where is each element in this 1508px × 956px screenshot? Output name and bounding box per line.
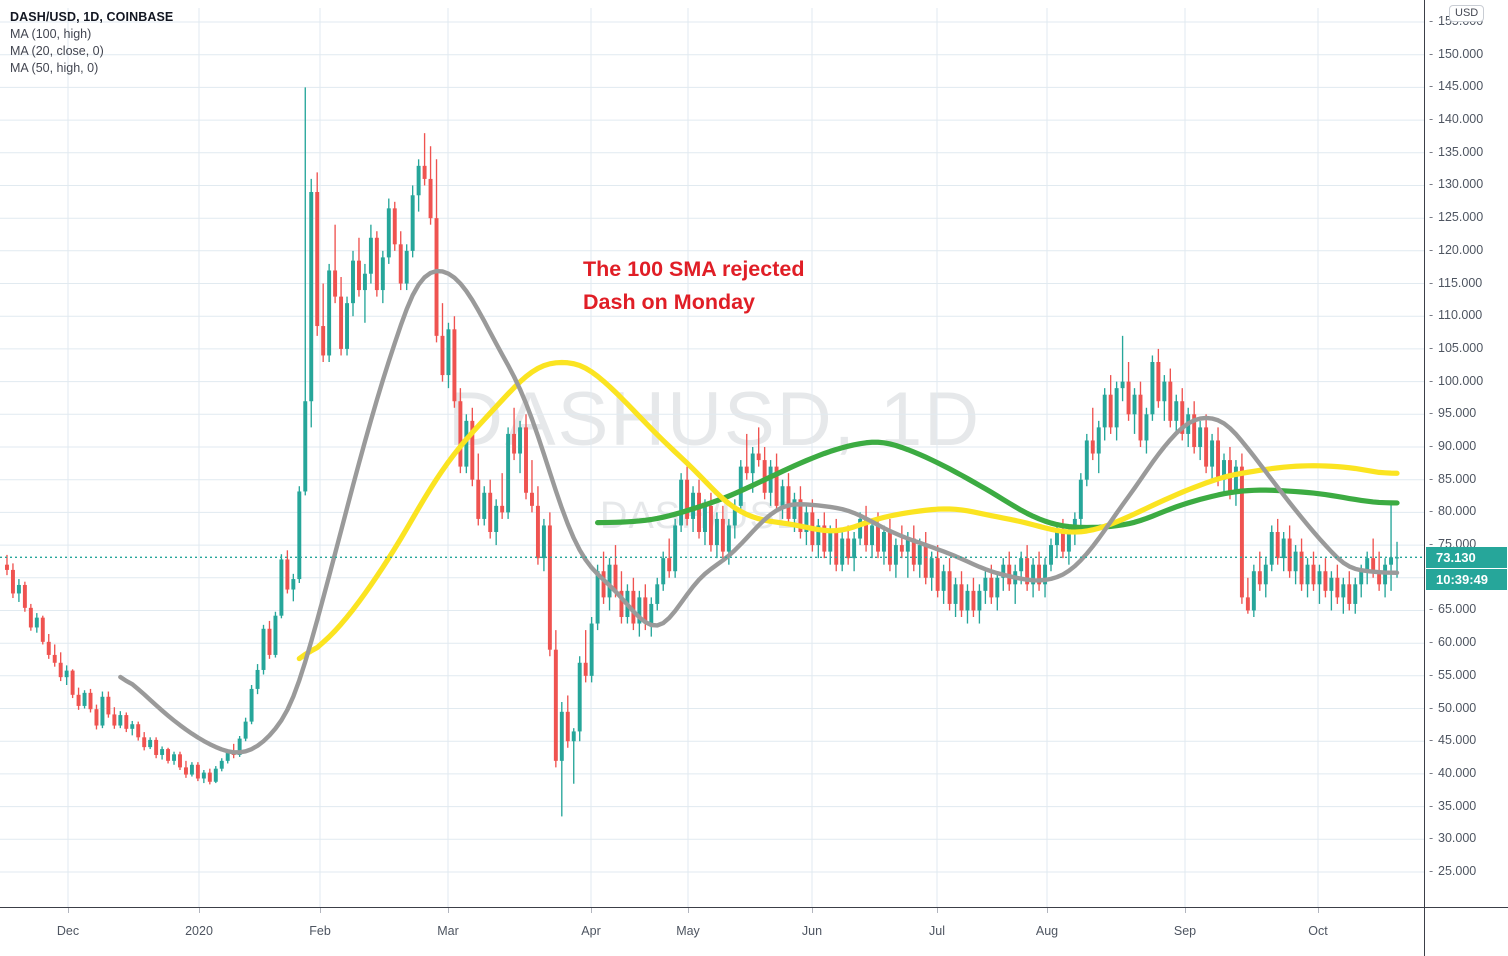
ma-20-line [118, 268, 1400, 755]
price-axis-tick: -85.000 [1429, 471, 1477, 486]
time-axis-tickmark [320, 908, 321, 913]
grid-lines [0, 8, 1424, 907]
price-axis-tick: -50.000 [1429, 700, 1477, 715]
price-axis-tick: -135.000 [1429, 144, 1484, 159]
price-axis-tick: -115.000 [1429, 275, 1483, 290]
legend-ma-100[interactable]: MA (100, high) [10, 27, 92, 41]
ma-100-line [595, 439, 1400, 531]
time-axis-tick: Jul [929, 924, 945, 938]
chart-canvas [0, 8, 1424, 907]
candlestick-series [5, 87, 1399, 817]
price-axis-tick: -125.000 [1429, 210, 1484, 225]
legend-symbol-line[interactable]: DASH/USD, 1D, COINBASE [10, 10, 174, 24]
time-axis-tick: Dec [56, 924, 80, 938]
time-axis-tick: Sep [1173, 924, 1197, 938]
time-axis-tick: 2020 [185, 924, 213, 938]
price-axis-tick: -45.000 [1429, 733, 1477, 748]
chart-legend[interactable]: DASH/USD, 1D, COINBASE MA (100, high) MA… [10, 9, 173, 77]
time-axis-tick: Feb [309, 924, 331, 938]
time-axis-tickmark [199, 908, 200, 913]
time-axis-tick: Oct [1308, 924, 1328, 938]
time-axis-tickmark [1185, 908, 1186, 913]
price-axis-tick: -105.000 [1429, 340, 1484, 355]
currency-badge[interactable]: USD [1449, 5, 1485, 22]
price-axis-tick: -90.000 [1429, 439, 1477, 453]
price-axis-tick: -150.000 [1429, 46, 1484, 61]
time-axis-tick: May [676, 924, 700, 938]
price-axis-tick: -110.000 [1429, 308, 1483, 323]
price-axis-tick: -25.000 [1429, 864, 1477, 878]
time-axis-tickmark [937, 908, 938, 913]
price-axis-tick: -65.000 [1429, 602, 1477, 617]
time-axis-tickmark [448, 908, 449, 913]
time-axis-tickmark [1047, 908, 1048, 913]
price-axis-tick: -95.000 [1429, 406, 1477, 421]
legend-ma-20[interactable]: MA (20, close, 0) [10, 44, 104, 58]
price-axis[interactable]: USD -155.000-150.000-145.000-140.000-135… [1424, 0, 1508, 956]
time-axis-tickmark [812, 908, 813, 913]
annotation-line-2: Dash on Monday [583, 290, 756, 314]
price-axis-tick: -55.000 [1429, 667, 1477, 682]
time-axis-tick: Aug [1035, 924, 1059, 938]
price-axis-tick: -60.000 [1429, 635, 1477, 650]
price-axis-tick: -30.000 [1429, 831, 1477, 846]
chart-annotation-text[interactable]: The 100 SMA rejected Dash on Monday [583, 253, 804, 319]
price-axis-tick: -100.000 [1429, 373, 1484, 388]
time-axis-tickmark [688, 908, 689, 913]
last-price-badge[interactable]: 73.130 [1426, 547, 1507, 569]
time-axis-tickmark [1318, 908, 1319, 913]
price-axis-tick: -35.000 [1429, 798, 1477, 813]
time-axis-tick: Apr [581, 924, 601, 938]
time-axis-tickmark [68, 908, 69, 913]
price-axis-tick: -120.000 [1429, 242, 1484, 257]
annotation-line-1: The 100 SMA rejected [583, 257, 805, 281]
axis-corner [1424, 907, 1508, 956]
price-axis-tick: -140.000 [1429, 112, 1484, 127]
price-axis-tick: -130.000 [1429, 177, 1484, 192]
time-axis-tickmark [591, 908, 592, 913]
chart-plot-area[interactable]: DASHUSD, 1D DASH/USD [0, 8, 1424, 907]
ma-50-line [296, 359, 1400, 662]
time-axis-tick: Mar [437, 924, 459, 938]
price-axis-tick: -40.000 [1429, 765, 1477, 780]
legend-ma-50[interactable]: MA (50, high, 0) [10, 61, 99, 75]
price-axis-tick: -80.000 [1429, 504, 1477, 519]
countdown-badge[interactable]: 10:39:49 [1426, 569, 1507, 591]
time-axis[interactable]: Dec 2020 Feb Mar Apr May Jun Jul Aug Sep Oct [0, 907, 1424, 956]
time-axis-tick: Jun [801, 924, 823, 938]
price-axis-tick: -145.000 [1429, 79, 1484, 94]
